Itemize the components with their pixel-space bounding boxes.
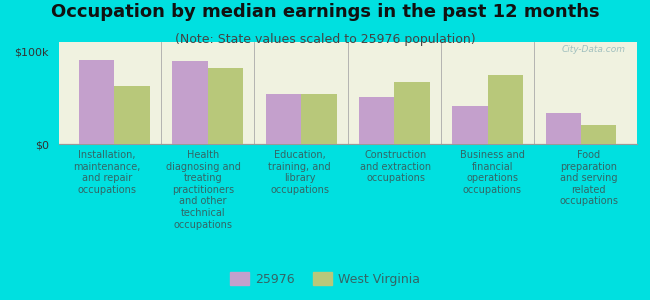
Bar [545,113,581,144]
Text: Construction
and extraction
occupations: Construction and extraction occupations [360,150,432,183]
Bar [452,106,488,144]
Bar [359,97,395,144]
Bar [395,82,430,144]
Text: (Note: State values scaled to 25976 population): (Note: State values scaled to 25976 popu… [175,33,475,46]
Text: Installation,
maintenance,
and repair
occupations: Installation, maintenance, and repair oc… [73,150,140,195]
Text: Business and
financial
operations
occupations: Business and financial operations occupa… [460,150,525,195]
Bar [79,60,114,144]
Text: Food
preparation
and serving
related
occupations: Food preparation and serving related occ… [559,150,618,206]
Bar [488,75,523,144]
Text: City-Data.com: City-Data.com [562,45,625,54]
Text: Occupation by median earnings in the past 12 months: Occupation by median earnings in the pas… [51,3,599,21]
Text: Health
diagnosing and
treating
practitioners
and other
technical
occupations: Health diagnosing and treating practitio… [166,150,240,230]
Bar [581,125,616,144]
Bar [208,68,243,144]
Bar [266,94,301,144]
Bar [172,61,208,144]
Text: Education,
training, and
library
occupations: Education, training, and library occupat… [268,150,331,195]
Legend: 25976, West Virginia: 25976, West Virginia [225,267,425,291]
Bar [114,85,150,144]
Bar [301,94,337,144]
